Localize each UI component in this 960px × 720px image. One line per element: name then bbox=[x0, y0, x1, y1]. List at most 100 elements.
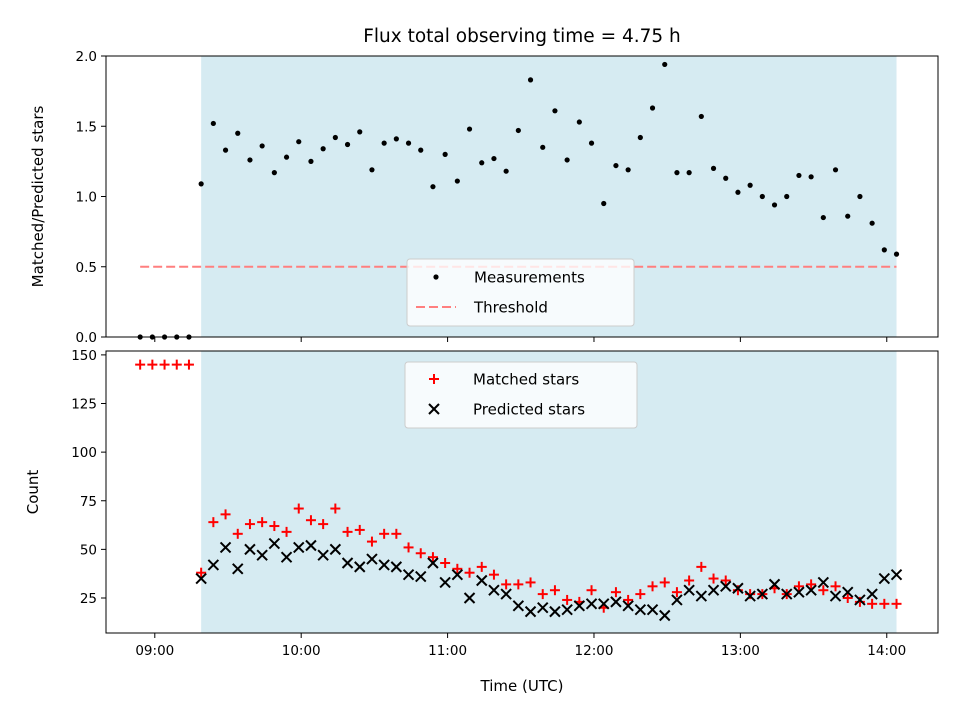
predicted-point bbox=[512, 600, 525, 612]
y-tick-label: 125 bbox=[71, 397, 97, 413]
predicted-point-b bbox=[329, 543, 342, 556]
predicted-point-b bbox=[439, 576, 451, 589]
legend-matched-label: Matched stars bbox=[473, 371, 579, 389]
predicted-point bbox=[451, 568, 464, 581]
x-axis-label: Time (UTC) bbox=[480, 677, 564, 695]
ratio-legend: Measurements Threshold bbox=[406, 258, 635, 327]
predicted-point-b bbox=[561, 603, 573, 616]
predicted-point bbox=[720, 580, 732, 593]
y-tick-label: 1.0 bbox=[76, 190, 97, 206]
predicted-point-b bbox=[707, 584, 720, 596]
matched-point bbox=[842, 592, 853, 603]
predicted-point-b bbox=[378, 559, 390, 571]
x-tick-label: 11:00 bbox=[428, 643, 467, 659]
matched-point bbox=[427, 552, 438, 563]
predicted-point bbox=[842, 586, 854, 598]
count-legend: Matched stars Predicted stars bbox=[404, 361, 638, 429]
measurement-point bbox=[357, 129, 363, 135]
predicted-point bbox=[659, 609, 671, 622]
measurement-point bbox=[454, 178, 460, 184]
matched-point bbox=[330, 503, 341, 514]
predicted-point-b bbox=[415, 570, 427, 583]
predicted-point bbox=[476, 574, 488, 587]
matched-point bbox=[684, 575, 695, 586]
predicted-point bbox=[768, 578, 781, 591]
legend-matched-marker bbox=[429, 374, 439, 384]
matched-point bbox=[488, 569, 499, 580]
legend-threshold-label: Threshold bbox=[473, 299, 548, 317]
predicted-point bbox=[305, 539, 317, 552]
matched-point bbox=[159, 359, 170, 370]
predicted-point bbox=[439, 576, 451, 589]
matched-point bbox=[513, 579, 524, 590]
measurement-point bbox=[320, 146, 326, 152]
predicted-point bbox=[415, 570, 427, 583]
predicted-point-b bbox=[451, 568, 464, 581]
measurement-point bbox=[564, 157, 570, 163]
matched-point bbox=[269, 521, 280, 532]
measurement-point bbox=[845, 213, 851, 219]
measurement-point bbox=[869, 220, 875, 226]
measurement-point bbox=[613, 162, 619, 169]
predicted-point-b bbox=[598, 598, 610, 610]
matched-point bbox=[220, 509, 231, 520]
matched-point bbox=[415, 548, 426, 559]
predicted-point-b bbox=[768, 578, 781, 591]
matched-point bbox=[659, 577, 670, 588]
predicted-point bbox=[610, 596, 622, 608]
predicted-point-b bbox=[280, 551, 293, 563]
predicted-point bbox=[671, 594, 683, 606]
y-tick-label: 0.5 bbox=[76, 260, 97, 276]
predicted-point bbox=[256, 549, 268, 561]
predicted-point-b bbox=[219, 541, 232, 554]
predicted-point-b bbox=[854, 594, 866, 606]
measurement-point bbox=[698, 113, 704, 120]
measurement-point bbox=[210, 120, 216, 127]
measurement-point bbox=[710, 165, 717, 171]
matched-point bbox=[147, 359, 158, 370]
predicted-point-b bbox=[293, 541, 305, 554]
measurement-point bbox=[625, 167, 631, 173]
matched-point bbox=[293, 503, 304, 514]
predicted-point-b bbox=[866, 588, 878, 600]
legend-predicted-marker bbox=[428, 403, 440, 415]
y-tick-label: 25 bbox=[80, 591, 97, 607]
predicted-point bbox=[573, 600, 586, 612]
matched-point bbox=[562, 594, 573, 605]
matched-point bbox=[244, 519, 255, 530]
x-tick-label: 10:00 bbox=[282, 643, 321, 659]
predicted-point bbox=[280, 551, 293, 563]
matched-point bbox=[525, 577, 536, 588]
matched-point bbox=[305, 515, 316, 526]
matched-point bbox=[867, 598, 878, 609]
predicted-point-b bbox=[244, 543, 256, 556]
predicted-point bbox=[354, 561, 366, 573]
x-tick-label: 14:00 bbox=[867, 643, 906, 659]
count-panel: 09:00 10:00 11:00 12:00 13:00 14:00 25 50 75 100 1… bbox=[24, 348, 939, 695]
predicted-point bbox=[341, 557, 354, 569]
measurement-point bbox=[381, 140, 387, 146]
matched-point bbox=[440, 557, 451, 568]
matched-point bbox=[610, 587, 621, 598]
matched-point bbox=[196, 567, 207, 578]
measurement-point bbox=[491, 155, 497, 162]
matched-point bbox=[793, 581, 804, 592]
legend-measurements-marker bbox=[433, 274, 439, 280]
predicted-point bbox=[244, 543, 256, 556]
predicted-point bbox=[378, 559, 390, 571]
matched-point bbox=[257, 517, 268, 528]
y-tick-label: 100 bbox=[71, 445, 97, 461]
predicted-point-b bbox=[646, 603, 659, 616]
matched-point bbox=[183, 359, 194, 370]
y-tick-label: 1.5 bbox=[76, 119, 97, 135]
predicted-point bbox=[488, 584, 500, 596]
predicted-point-b bbox=[756, 588, 769, 600]
measurement-point bbox=[588, 140, 595, 146]
measurement-point bbox=[308, 158, 314, 164]
measurement-point bbox=[405, 140, 412, 146]
predicted-point bbox=[232, 563, 244, 575]
predicted-point-b bbox=[829, 590, 842, 602]
matched-point bbox=[318, 519, 329, 530]
measurement-point bbox=[649, 105, 656, 111]
predicted-point-b bbox=[366, 553, 378, 565]
